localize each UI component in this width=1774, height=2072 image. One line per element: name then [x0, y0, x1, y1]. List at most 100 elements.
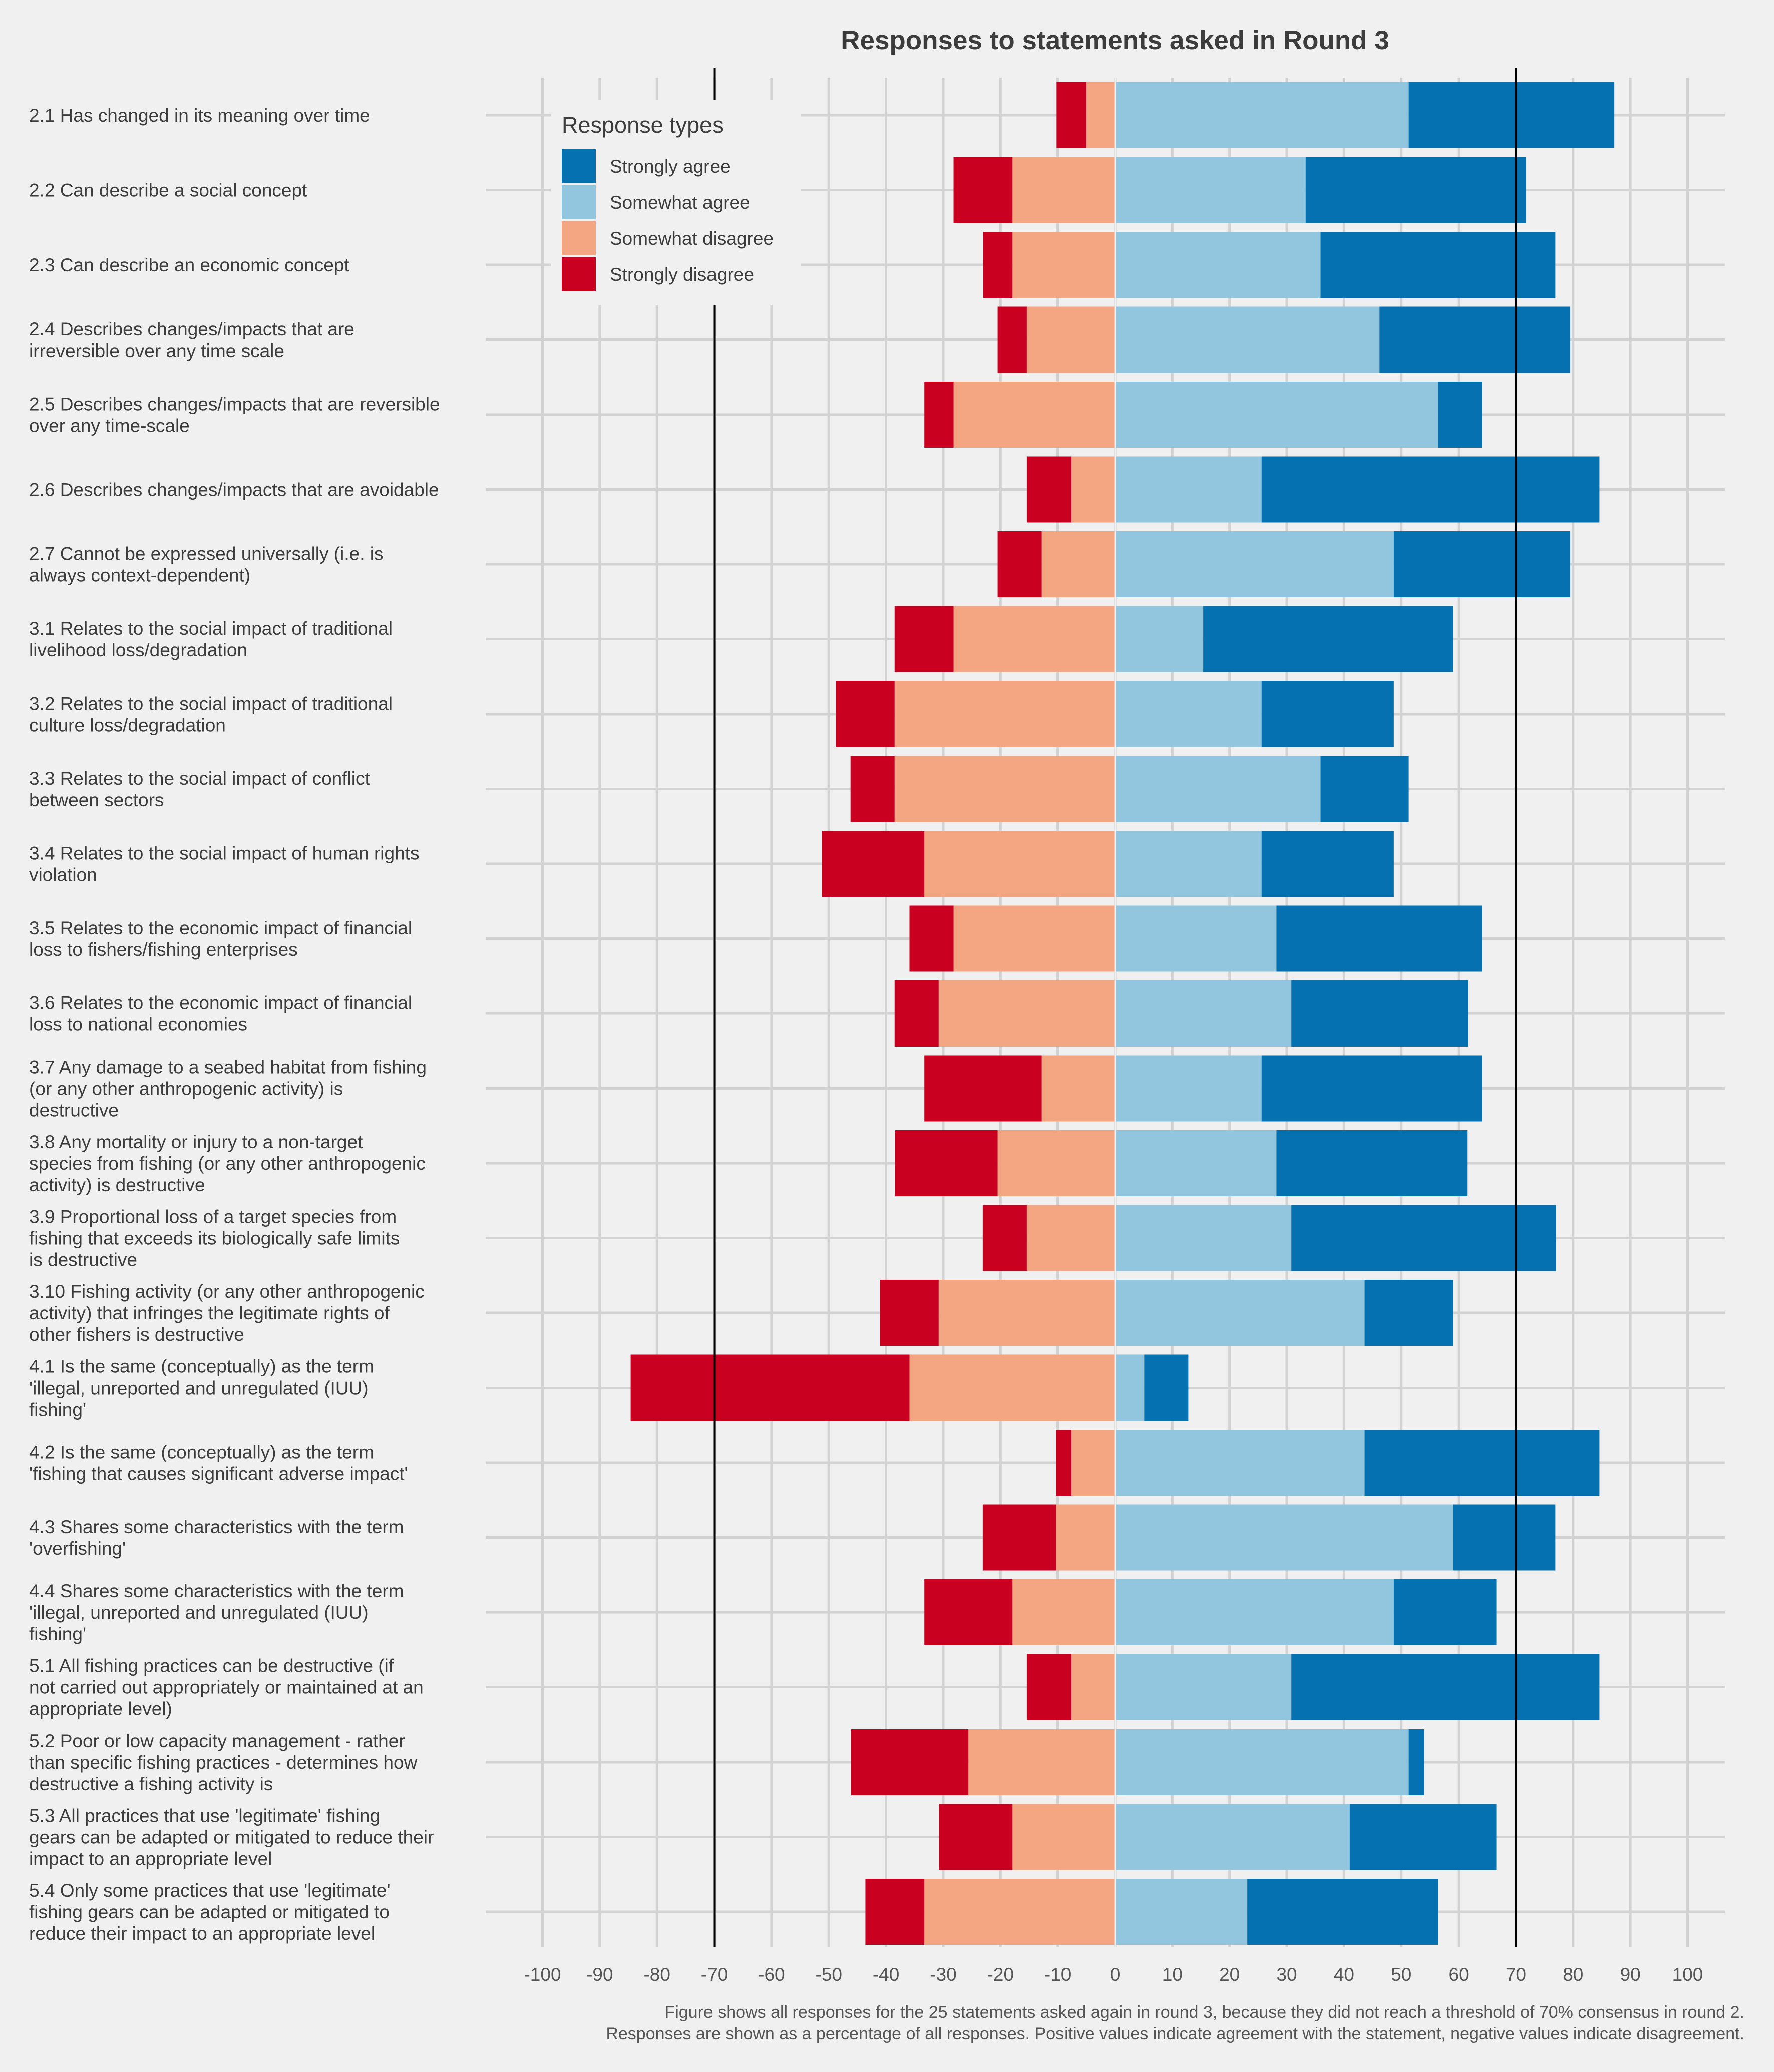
- bar-strongly-agree: [1379, 306, 1571, 373]
- x-tick-label: 0: [1110, 1964, 1121, 1985]
- bar-somewhat-disagree: [1012, 1579, 1115, 1645]
- legend-label: Somewhat agree: [610, 192, 750, 213]
- x-tick-label: -50: [816, 1964, 842, 1985]
- category-label: 3.5 Relates to the economic impact of fi…: [29, 918, 412, 938]
- bar-strongly-agree: [1247, 1879, 1438, 1945]
- bar-somewhat-disagree: [1071, 456, 1115, 523]
- x-tick-label: 60: [1449, 1964, 1469, 1985]
- category-label: fishing': [29, 1400, 86, 1420]
- bar-somewhat-disagree: [997, 1130, 1115, 1196]
- bar-somewhat-disagree: [938, 1280, 1115, 1346]
- legend-swatch: [562, 257, 596, 291]
- bar-strongly-disagree: [924, 382, 954, 448]
- caption-line-1: Figure shows all responses for the 25 st…: [664, 2003, 1744, 2022]
- legend-swatch: [562, 185, 596, 219]
- category-label: 'overfishing': [29, 1538, 126, 1559]
- x-tick-label: 90: [1620, 1964, 1641, 1985]
- bar-somewhat-disagree: [894, 756, 1115, 822]
- bar-strongly-agree: [1291, 980, 1468, 1047]
- category-label: activity) is destructive: [29, 1175, 205, 1195]
- category-label: irreversible over any time scale: [29, 340, 284, 361]
- category-label: impact to an appropriate level: [29, 1849, 272, 1869]
- bar-strongly-agree: [1393, 1579, 1497, 1645]
- bar-strongly-disagree: [835, 681, 895, 747]
- bar-strongly-agree: [1364, 1280, 1453, 1346]
- bar-strongly-disagree: [924, 1579, 1013, 1645]
- x-tick-label: -90: [586, 1964, 613, 1985]
- category-label: livelihood loss/degradation: [29, 640, 247, 660]
- bar-strongly-disagree: [1026, 456, 1071, 523]
- bar-somewhat-disagree: [968, 1729, 1115, 1795]
- category-label: 'illegal, unreported and unregulated (IU…: [29, 1602, 369, 1623]
- bar-strongly-disagree: [982, 1504, 1056, 1571]
- bar-strongly-agree: [1261, 456, 1600, 523]
- bar-somewhat-agree: [1115, 1879, 1248, 1945]
- bar-strongly-disagree: [822, 831, 925, 897]
- bar-strongly-agree: [1291, 1654, 1600, 1720]
- bar-somewhat-disagree: [909, 1354, 1115, 1421]
- bar-strongly-disagree: [1056, 82, 1086, 148]
- bar-strongly-agree: [1261, 1055, 1482, 1122]
- caption-line-2: Responses are shown as a percentage of a…: [606, 2024, 1744, 2043]
- category-label: other fishers is destructive: [29, 1324, 244, 1345]
- x-tick-label: 30: [1276, 1964, 1297, 1985]
- x-tick-label: 80: [1563, 1964, 1583, 1985]
- category-labels: 2.1 Has changed in its meaning over time…: [29, 105, 440, 1944]
- x-tick-label: 100: [1672, 1964, 1703, 1985]
- category-label: fishing': [29, 1624, 86, 1644]
- bar-somewhat-disagree: [1041, 1055, 1115, 1122]
- bar-somewhat-agree: [1115, 1579, 1394, 1645]
- bar-somewhat-agree: [1115, 1354, 1145, 1421]
- x-tick-label: -80: [643, 1964, 670, 1985]
- category-label: reduce their impact to an appropriate le…: [29, 1923, 375, 1944]
- category-label: always context-dependent): [29, 565, 250, 586]
- bar-somewhat-disagree: [1012, 232, 1115, 298]
- category-label: 3.3 Relates to the social impact of conf…: [29, 768, 370, 789]
- bar-somewhat-agree: [1115, 1130, 1277, 1196]
- bar-somewhat-disagree: [1086, 82, 1115, 148]
- bar-somewhat-agree: [1115, 831, 1262, 897]
- bar-somewhat-disagree: [894, 681, 1115, 747]
- bar-strongly-disagree: [895, 1130, 998, 1196]
- bar-strongly-disagree: [1056, 1430, 1071, 1496]
- x-axis-tick-labels: -100 -90 -80 -70 -60 -50 -40 -30 -20 -10 0 10 20 30 40…: [524, 1964, 1703, 1985]
- x-tick-label: 20: [1219, 1964, 1240, 1985]
- bar-strongly-agree: [1364, 1430, 1600, 1496]
- category-label: than specific fishing practices - determ…: [29, 1752, 418, 1773]
- legend-swatch: [562, 221, 596, 255]
- legend-title: Response types: [562, 112, 724, 138]
- legend-label: Strongly disagree: [610, 264, 754, 285]
- bar-strongly-disagree: [880, 1280, 939, 1346]
- bar-strongly-agree: [1320, 232, 1556, 298]
- bar-strongly-disagree: [997, 531, 1042, 597]
- bar-strongly-disagree: [630, 1354, 910, 1421]
- bar-strongly-disagree: [939, 1804, 1013, 1870]
- category-label: 3.2 Relates to the social impact of trad…: [29, 694, 393, 714]
- bar-strongly-agree: [1453, 1504, 1556, 1571]
- category-label: between sectors: [29, 790, 164, 810]
- bars-layer: [630, 78, 1615, 1947]
- x-tick-label: -10: [1044, 1964, 1071, 1985]
- x-tick-label: 10: [1162, 1964, 1183, 1985]
- category-label: 3.10 Fishing activity (or any other anth…: [29, 1281, 425, 1302]
- bar-strongly-agree: [1320, 756, 1409, 822]
- bar-somewhat-disagree: [953, 606, 1115, 672]
- bar-strongly-agree: [1393, 531, 1571, 597]
- bar-somewhat-disagree: [1041, 531, 1115, 597]
- bar-strongly-agree: [1349, 1804, 1497, 1870]
- category-label: 3.4 Relates to the social impact of huma…: [29, 843, 419, 864]
- category-label: 2.6 Describes changes/impacts that are a…: [29, 480, 439, 500]
- bar-somewhat-agree: [1115, 1055, 1262, 1122]
- bar-somewhat-agree: [1115, 232, 1321, 298]
- bar-somewhat-agree: [1115, 306, 1380, 373]
- bar-strongly-agree: [1261, 831, 1394, 897]
- bar-somewhat-agree: [1115, 756, 1321, 822]
- bar-strongly-agree: [1276, 905, 1482, 972]
- bar-strongly-disagree: [894, 606, 954, 672]
- bar-somewhat-agree: [1115, 980, 1292, 1047]
- legend-label: Strongly agree: [610, 156, 731, 177]
- category-label: 2.4 Describes changes/impacts that are: [29, 319, 354, 339]
- bar-somewhat-agree: [1115, 1205, 1292, 1271]
